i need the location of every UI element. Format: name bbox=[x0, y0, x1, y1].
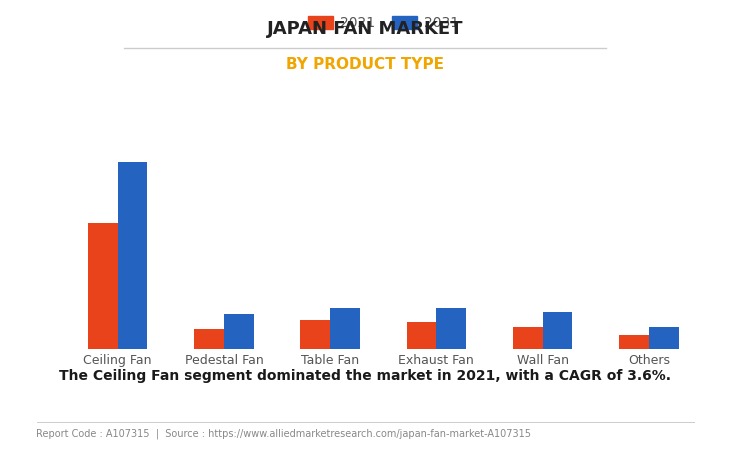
Bar bbox=[542, 312, 572, 349]
Bar bbox=[118, 162, 147, 349]
Bar bbox=[224, 314, 253, 349]
Legend: 2021, 2031: 2021, 2031 bbox=[302, 11, 464, 36]
Text: The Ceiling Fan segment dominated the market in 2021, with a CAGR of 3.6%.: The Ceiling Fan segment dominated the ma… bbox=[59, 369, 671, 383]
Bar bbox=[407, 323, 437, 349]
Bar bbox=[88, 223, 118, 349]
Bar bbox=[437, 308, 466, 349]
Bar bbox=[194, 328, 224, 349]
Bar bbox=[649, 327, 679, 349]
Bar bbox=[619, 335, 649, 349]
Text: BY PRODUCT TYPE: BY PRODUCT TYPE bbox=[286, 57, 444, 72]
Text: JAPAN FAN MARKET: JAPAN FAN MARKET bbox=[266, 20, 464, 39]
Bar bbox=[330, 308, 360, 349]
Bar bbox=[300, 320, 330, 349]
Text: Report Code : A107315  |  Source : https://www.alliedmarketresearch.com/japan-fa: Report Code : A107315 | Source : https:/… bbox=[36, 428, 531, 439]
Bar bbox=[513, 327, 542, 349]
